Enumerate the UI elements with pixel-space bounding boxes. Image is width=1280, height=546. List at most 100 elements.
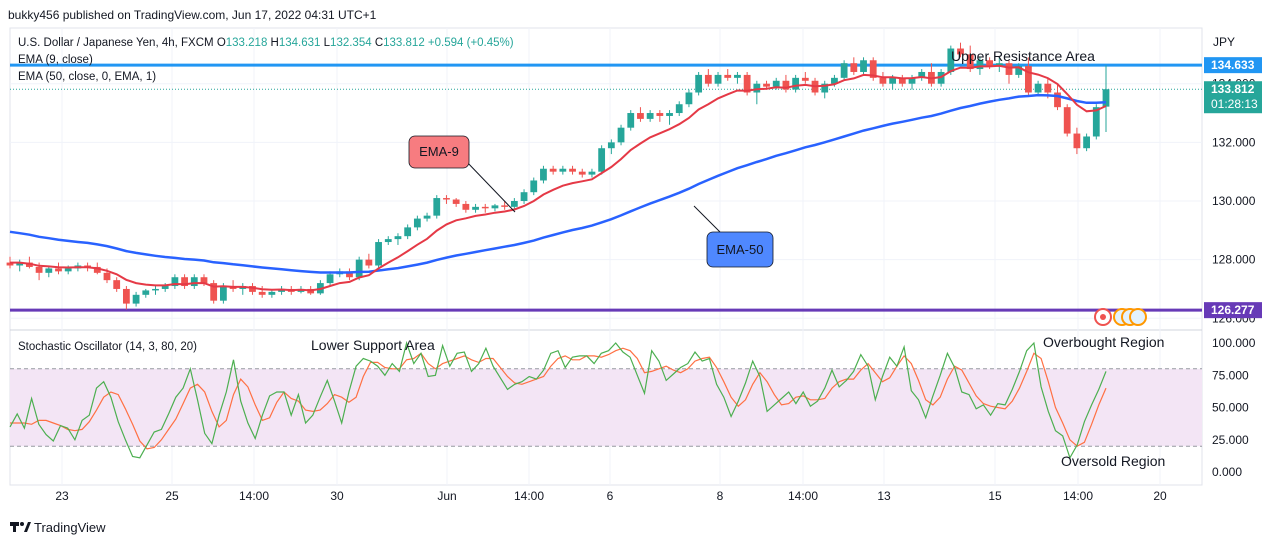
candle-body	[413, 218, 421, 228]
ema9-callout[interactable]	[408, 135, 470, 169]
flag-icon[interactable]	[1129, 308, 1147, 326]
time-tick-label: Jun	[437, 489, 456, 503]
ema9-legend[interactable]: EMA (9, close)	[18, 54, 93, 66]
candle-body	[1015, 66, 1023, 75]
candle-body	[210, 283, 218, 301]
time-tick-label: 23	[55, 489, 69, 503]
change-value: +0.594 (+0.45%)	[428, 37, 514, 49]
candle-body	[249, 286, 256, 292]
tradingview-logo[interactable]: TradingView	[10, 520, 106, 535]
candle-body	[879, 77, 887, 84]
tradingview-logo-icon-slash	[24, 522, 31, 532]
candle-body	[995, 63, 1003, 67]
candle-body	[384, 239, 392, 243]
candle-body	[394, 236, 402, 240]
oscillator-tick-label: 100.000	[1212, 336, 1256, 350]
ema50-legend[interactable]: EMA (50, close, 0, EMA, 1)	[18, 71, 156, 83]
time-tick-label: 15	[988, 489, 1002, 503]
time-tick-label: 14:00	[239, 489, 269, 503]
ema50-callout-pointer	[693, 205, 721, 233]
main-legend: U.S. Dollar / Japanese Yen, 4h, FXCM O13…	[18, 37, 514, 49]
time-tick-label: 14:00	[514, 489, 544, 503]
stochastic-legend[interactable]: Stochastic Oscillator (14, 3, 80, 20)	[18, 341, 197, 353]
candle-body	[569, 168, 576, 172]
tradingview-brand: TradingView	[34, 520, 106, 535]
candle-body	[646, 113, 654, 119]
time-axis[interactable]: 23 25 14:00 30 Jun 14:00 6 8 14:00 13 15 14:00 20	[55, 489, 1167, 503]
candle-body	[1044, 83, 1052, 93]
ema9-line[interactable]	[10, 64, 1107, 292]
open-label: O	[217, 37, 226, 49]
candle-body	[656, 113, 664, 116]
ema50-callout[interactable]	[706, 231, 774, 268]
candle-body	[1025, 66, 1032, 93]
candle-body	[685, 92, 693, 105]
candle-body	[578, 171, 586, 175]
low-value: 132.354	[330, 37, 372, 49]
chart-frame	[9, 27, 1203, 486]
candle-body	[45, 268, 53, 273]
candle-body	[6, 262, 14, 266]
oscillator-axis[interactable]: 100.000 75.000 50.000 25.000 0.000	[1212, 336, 1256, 479]
high-value: 134.631	[279, 37, 321, 49]
candle-body	[627, 113, 635, 128]
candle-body	[113, 280, 121, 289]
countdown-text: 01:28:13	[1211, 97, 1258, 111]
candle-body	[617, 127, 625, 143]
candle-body	[346, 271, 353, 278]
ema9-callout-pointer	[464, 159, 516, 213]
candle-body	[326, 274, 334, 284]
candle-body	[724, 74, 732, 78]
tradingview-logo-icon-stem	[13, 522, 16, 532]
candle-body	[510, 200, 518, 207]
candle-body	[190, 277, 198, 287]
last-price-text: 133.812	[1211, 82, 1255, 96]
candle-body	[1102, 89, 1110, 107]
stochastic-k-line[interactable]	[9, 340, 1107, 460]
time-tick-label: 25	[165, 489, 179, 503]
candle-body	[142, 290, 150, 295]
candle-body	[423, 215, 431, 219]
candle-body	[171, 277, 179, 287]
price-tick-label: 128.000	[1212, 253, 1256, 267]
candle-body	[840, 63, 848, 78]
event-markers[interactable]	[1094, 308, 1147, 326]
candle-body	[219, 286, 227, 301]
oscillator-tick-label: 25.000	[1212, 433, 1249, 447]
candle-body	[103, 272, 111, 281]
time-tick-label: 14:00	[788, 489, 818, 503]
candle-body	[637, 113, 644, 119]
candle-body	[181, 277, 188, 287]
candle-body	[161, 286, 169, 289]
support-price-text: 126.277	[1211, 303, 1255, 317]
ema50-line[interactable]	[9, 93, 1107, 274]
candle-body	[792, 77, 800, 90]
time-tick-label: 20	[1153, 489, 1167, 503]
support-price-badge: 126.277	[1204, 302, 1262, 319]
time-tick-label: 8	[717, 489, 724, 503]
oscillator-tick-label: 50.000	[1212, 401, 1249, 415]
candle-body	[258, 291, 266, 295]
resistance-price-badge: 134.633	[1204, 57, 1262, 74]
candle-body	[443, 198, 450, 200]
stochastic-d-line[interactable]	[10, 347, 1107, 450]
candle-body	[976, 60, 984, 70]
candle-body	[55, 268, 62, 272]
candle-body	[782, 80, 790, 90]
candle-body	[1005, 63, 1013, 75]
candle-body	[607, 142, 615, 149]
candle-body	[433, 198, 441, 216]
candle-body	[152, 288, 159, 291]
candle-body	[26, 262, 33, 267]
last-price-badge: 133.812 01:28:13	[1204, 81, 1262, 114]
lower-support-annotation: Lower Support Area	[311, 337, 435, 353]
candle-body	[850, 63, 858, 72]
candle-body	[1083, 136, 1090, 149]
candle-body	[695, 74, 703, 93]
candle-body	[869, 60, 877, 78]
candle-body	[491, 205, 499, 209]
candle-body	[84, 265, 91, 267]
stochastic-band-fill	[10, 368, 1202, 447]
